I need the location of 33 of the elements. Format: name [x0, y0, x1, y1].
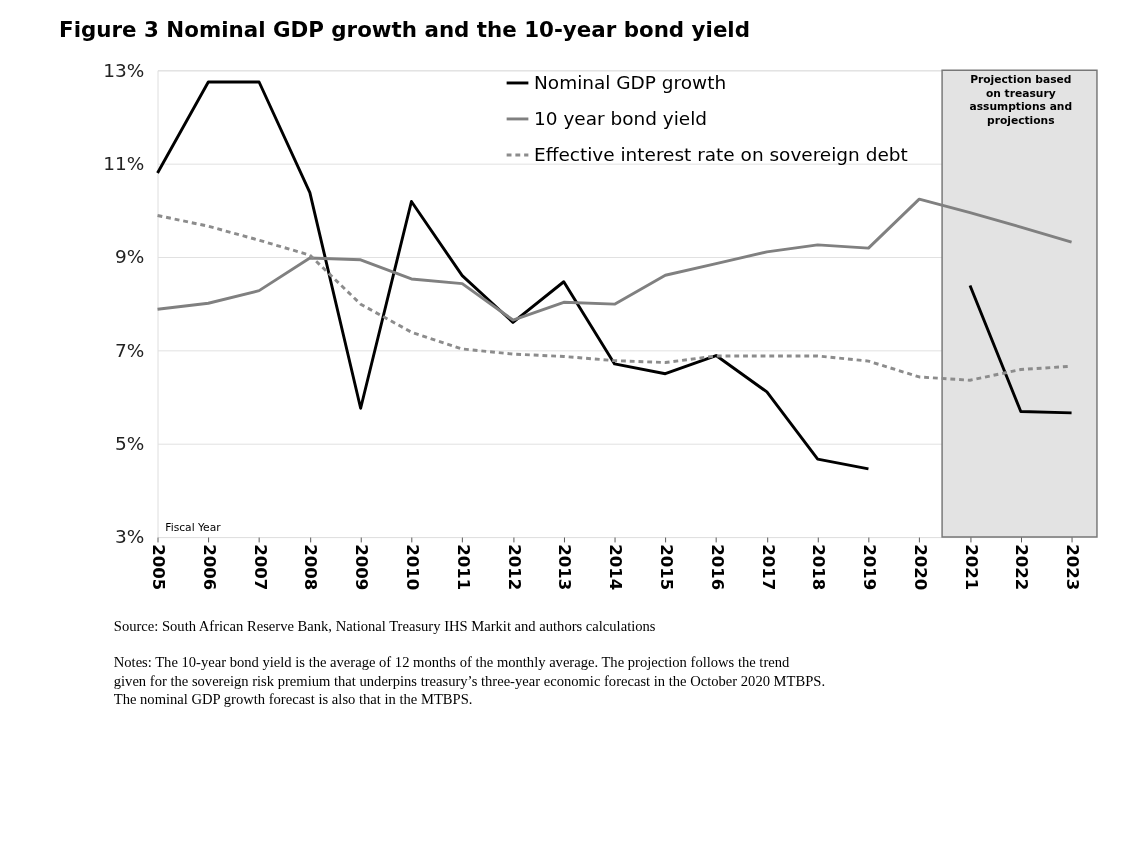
x-tick-label: 2015: [656, 544, 676, 591]
band-label: Projection based on treasury assumptions and projections: [969, 72, 1073, 127]
x-tick-label: 2017: [758, 544, 778, 591]
y-tick-label: 13%: [103, 59, 145, 81]
x-axis-title: Fiscal Year: [165, 521, 222, 535]
x-tick-label: 2012: [504, 544, 524, 591]
x-tick-label: 2010: [403, 544, 423, 591]
x-tick-label: 2005: [149, 544, 169, 591]
y-tick-label: 3%: [115, 526, 145, 548]
text: Notes: The 10-year bond yield is the average of 12 months of the monthly average. The projection follows the trend given for the sovereign risk premium that underpins treasury’s three-year economic forecast in the October 2020 MTBPS. The nominal GDP growth forecast is also that in the MTBPS.: [113, 654, 826, 708]
x-tick-label: 2018: [809, 544, 829, 591]
x-tick-label: 2016: [707, 544, 727, 591]
x-tick-label: 2009: [352, 544, 372, 591]
x-tick-label: 2008: [301, 544, 321, 591]
x-tick-label: 2006: [199, 544, 219, 591]
source-note: Source: South African Reserve Bank, National Treasury IHS Markit and authors calculations: [113, 618, 656, 635]
chart-title: Figure 3 Nominal GDP growth and the 10-year bond yield: [59, 17, 751, 43]
x-tick-label: 2021: [961, 544, 981, 591]
x-tick-label: 2022: [1012, 544, 1032, 591]
legend-label: Effective interest rate on sovereign debt: [534, 143, 908, 165]
x-tick-label: 2019: [860, 544, 880, 591]
x-tick-label: 2013: [555, 544, 575, 591]
y-tick-label: 5%: [115, 433, 145, 455]
x-tick-label: 2011: [453, 544, 473, 591]
x-tick-label: 2014: [606, 544, 626, 591]
y-tick-label: 7%: [115, 339, 145, 361]
x-tick-label: 2020: [910, 544, 930, 591]
y-tick-label: 11%: [103, 152, 145, 174]
x-tick-label: 2023: [1063, 544, 1083, 591]
legend-label: Nominal GDP growth: [534, 71, 727, 93]
legend-label: 10 year bond yield: [534, 107, 708, 129]
y-tick-label: 9%: [115, 246, 145, 268]
x-tick-label: 2007: [250, 544, 270, 591]
